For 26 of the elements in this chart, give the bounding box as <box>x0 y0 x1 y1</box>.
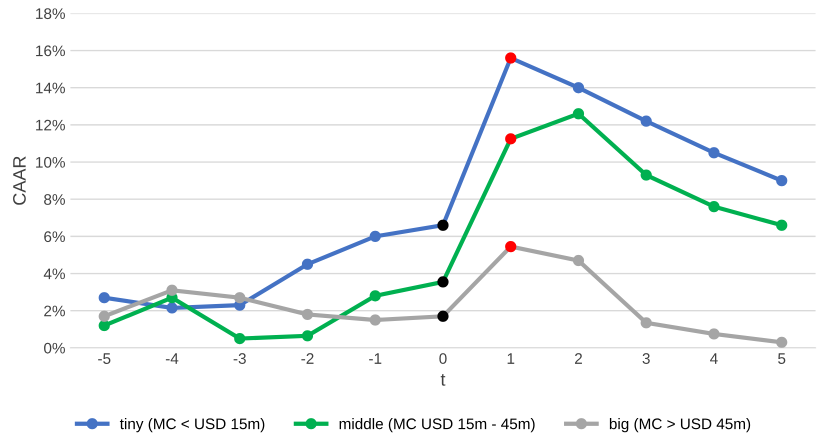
x-tick-label: -4 <box>166 353 178 364</box>
y-tick-label: 4% <box>44 268 65 280</box>
x-tick-label: -3 <box>234 353 246 364</box>
y-tick-label: 6% <box>44 231 65 242</box>
y-tick-label: 0% <box>44 342 65 354</box>
x-tick-label: 0 <box>439 353 447 364</box>
x-tick-label: 5 <box>778 353 786 364</box>
x-tick-label: -2 <box>301 353 314 364</box>
x-tick-label: 3 <box>642 353 650 364</box>
legend-label: tiny (MC < USD 15m) <box>120 418 264 432</box>
y-tick-label: 12% <box>36 120 65 131</box>
y-tick-label: 18% <box>36 8 65 20</box>
y-tick-label: 8% <box>44 194 65 205</box>
y-axis-title: CAAR <box>13 156 26 205</box>
x-tick-label: -1 <box>369 353 382 364</box>
legend-label: middle (MC USD 15m - 45m) <box>340 418 535 432</box>
y-tick-label: 10% <box>36 156 65 168</box>
y-tick-label: 2% <box>44 306 65 316</box>
x-tick-label: 2 <box>574 353 582 364</box>
x-axis-title: t <box>440 374 446 386</box>
x-tick-label: 1 <box>508 353 514 364</box>
legend-label: big (MC > USD 45m) <box>610 418 750 432</box>
x-tick-label: 4 <box>710 353 718 364</box>
x-tick-label: -5 <box>98 353 110 364</box>
y-tick-label: 14% <box>36 82 65 94</box>
y-tick-label: 16% <box>36 45 65 56</box>
